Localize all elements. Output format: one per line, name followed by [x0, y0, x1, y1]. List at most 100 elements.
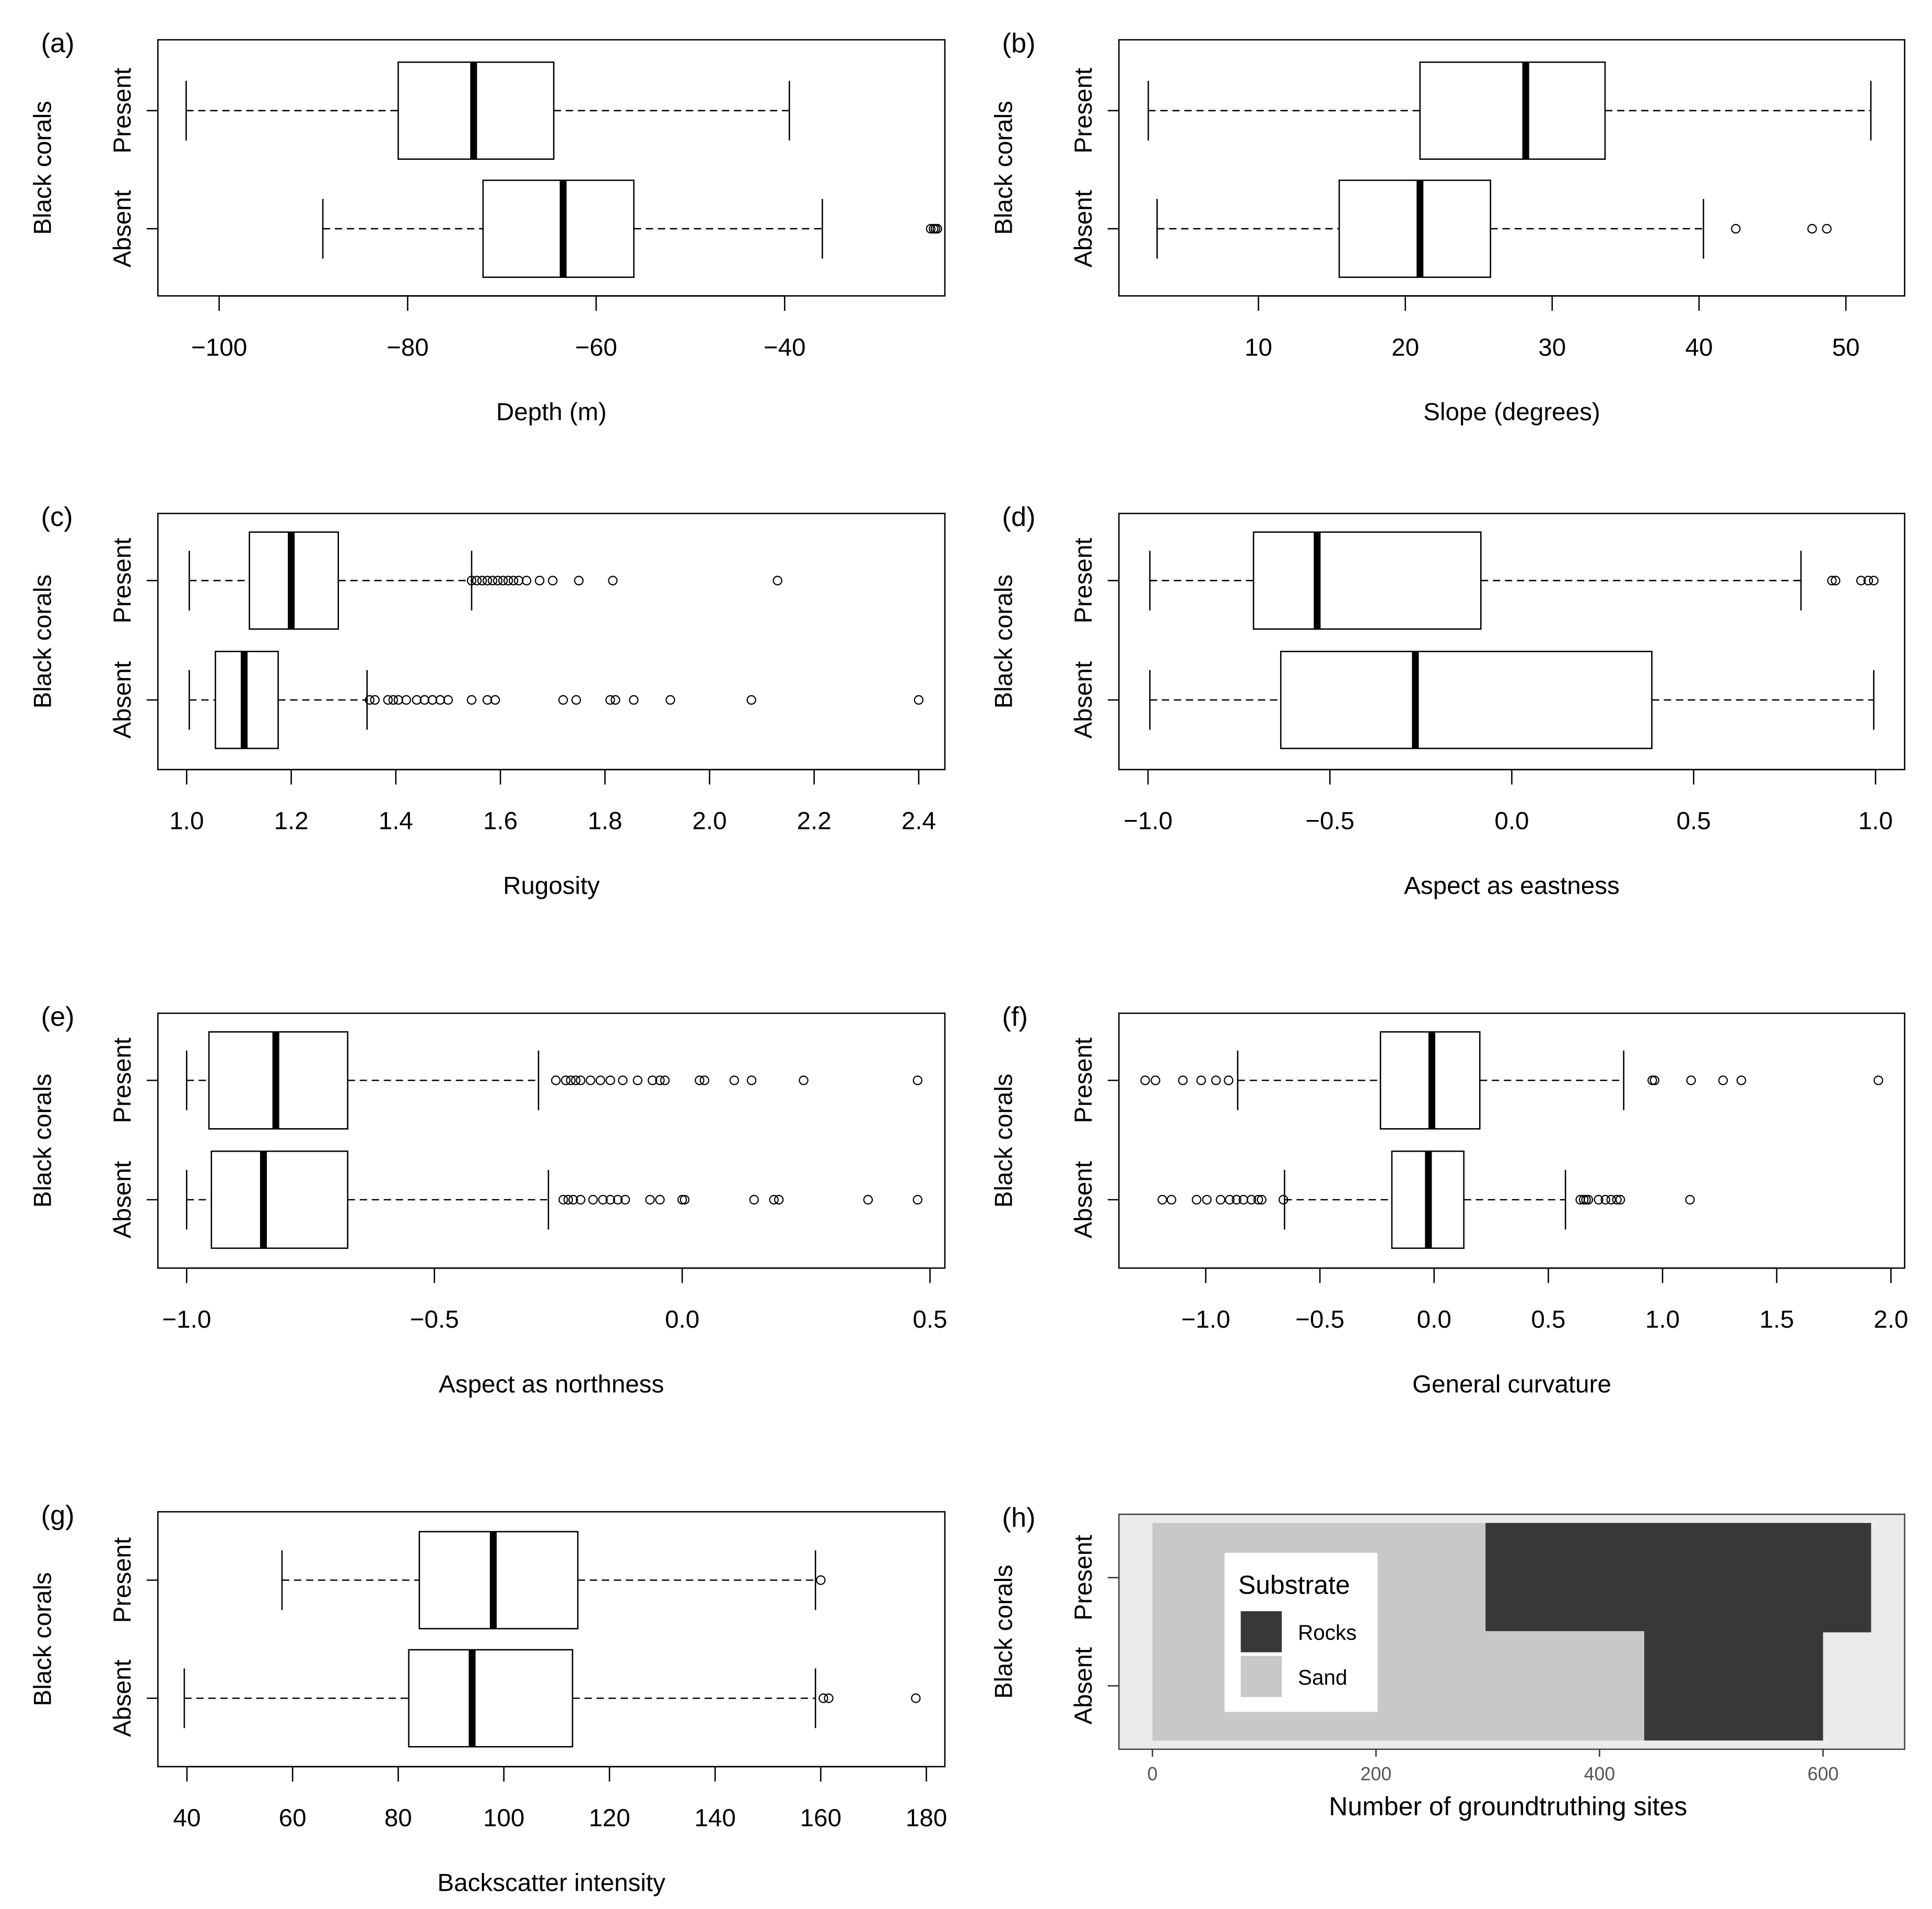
outlier-point	[401, 695, 412, 705]
x-tick-label: −1.0	[1123, 807, 1173, 835]
x-tick-label: 2.0	[1874, 1306, 1908, 1333]
panel-label: (c)	[41, 502, 73, 532]
iqr-box	[482, 179, 635, 278]
outlier-point	[772, 576, 782, 585]
outlier-point	[1731, 224, 1741, 234]
outlier-point	[608, 576, 618, 585]
outlier-point	[1822, 224, 1832, 234]
panel-label: (e)	[41, 1002, 75, 1032]
panel-label: (g)	[41, 1500, 75, 1530]
outlier-point	[1736, 1075, 1747, 1085]
outlier-point	[1215, 1194, 1226, 1205]
box-absent	[1156, 179, 1832, 278]
panel-label: (a)	[41, 28, 75, 58]
y-axis-label: Black corals	[990, 575, 1018, 709]
panel-f: (f) Present Absent Black corals −1.0 −0.5 0.0 0…	[990, 1002, 1908, 1398]
panel-d: (d) Present Absent Black corals −1.0 −0.5 0.0 0…	[990, 502, 1905, 899]
outlier-point	[912, 1194, 923, 1205]
outlier-point	[560, 1075, 571, 1085]
outlier-point	[1191, 1194, 1202, 1205]
outlier-point	[472, 576, 482, 585]
outlier-point	[1869, 576, 1879, 585]
outlier-point	[513, 576, 524, 585]
panel-label: (b)	[1002, 28, 1036, 58]
x-tick-label: −0.5	[1295, 1306, 1344, 1333]
x-tick-label: 0.5	[1677, 807, 1711, 835]
outlier-point	[1863, 576, 1874, 585]
outlier-point	[435, 695, 446, 705]
y-axis-label: Black corals	[29, 1074, 57, 1208]
x-tick-label: 2.2	[797, 807, 832, 835]
outlier-point	[611, 695, 620, 705]
x-tick-label: 0.0	[665, 1306, 699, 1333]
x-tick-label: 50	[1832, 334, 1860, 361]
x-tick-label: 1.0	[1858, 807, 1893, 835]
iqr-box	[1338, 179, 1491, 278]
x-tick-label: 20	[1391, 334, 1419, 361]
outlier-point	[477, 576, 487, 585]
iqr-box	[418, 1531, 579, 1630]
box-present	[1149, 531, 1879, 630]
y-tick-label: Absent	[1070, 1161, 1097, 1238]
outlier-point	[605, 695, 615, 705]
panel-e: (e) Present Absent Black corals −1.0 −0.5 0.0 0…	[29, 1002, 947, 1398]
x-tick-label: 1.0	[169, 807, 204, 835]
bar-rocks-absent	[1644, 1631, 1823, 1741]
outlier-point	[1157, 1194, 1167, 1205]
outlier-point	[1257, 1194, 1267, 1205]
outlier-point	[568, 1194, 578, 1205]
outlier-point	[388, 695, 399, 705]
outlier-point	[914, 695, 924, 705]
outlier-point	[1246, 1194, 1257, 1205]
y-tick-label: Absent	[109, 1659, 136, 1737]
outlier-point	[926, 224, 936, 234]
outlier-point	[1223, 1075, 1234, 1085]
outlier-point	[677, 1194, 687, 1205]
outlier-point	[466, 695, 477, 705]
y-tick-label: Present	[109, 1037, 136, 1123]
x-tick-label: 80	[384, 1805, 412, 1832]
outlier-point	[629, 695, 639, 705]
y-tick-label: Absent	[1070, 190, 1097, 267]
outlier-point	[498, 576, 508, 585]
y-tick-label: Absent	[1070, 1647, 1097, 1725]
x-axis-label: General curvature	[1412, 1371, 1611, 1398]
legend: Substrate Rocks Sand	[1224, 1553, 1378, 1712]
outlier-point	[576, 1194, 586, 1205]
outlier-point	[595, 1075, 605, 1085]
x-tick-label: −80	[387, 334, 429, 361]
outlier-point	[665, 695, 675, 705]
outlier-point	[1579, 1194, 1589, 1205]
box-present	[185, 61, 790, 160]
outlier-point	[503, 576, 513, 585]
box-present	[1140, 1031, 1883, 1130]
outlier-point	[605, 1194, 615, 1205]
outlier-point	[588, 1194, 598, 1205]
outlier-point	[365, 695, 374, 705]
outlier-point	[633, 1075, 642, 1085]
x-axis-label: Backscatter intensity	[437, 1869, 665, 1896]
outlier-point	[746, 1075, 757, 1085]
outlier-point	[1827, 576, 1837, 585]
outlier-point	[655, 1194, 665, 1205]
outlier-point	[558, 1194, 568, 1205]
outlier-point	[749, 1194, 759, 1205]
y-axis-label: Black corals	[29, 1572, 57, 1706]
outlier-point	[419, 695, 430, 705]
iqr-box	[210, 1150, 348, 1249]
outlier-point	[605, 1075, 615, 1085]
outlier-point	[1807, 224, 1817, 234]
outlier-point	[818, 1693, 828, 1703]
plot-frame	[1118, 1012, 1905, 1269]
panel-label: (d)	[1002, 502, 1036, 532]
y-tick-label: Present	[1070, 1535, 1097, 1621]
outlier-point	[699, 1075, 710, 1085]
box-present	[281, 1531, 826, 1630]
x-tick-label: 100	[483, 1805, 524, 1832]
outlier-point	[1718, 1075, 1728, 1085]
outlier-point	[534, 576, 545, 585]
x-tick-label: 1.4	[379, 807, 413, 835]
outlier-point	[1685, 1194, 1695, 1205]
outlier-point	[1151, 1075, 1161, 1085]
